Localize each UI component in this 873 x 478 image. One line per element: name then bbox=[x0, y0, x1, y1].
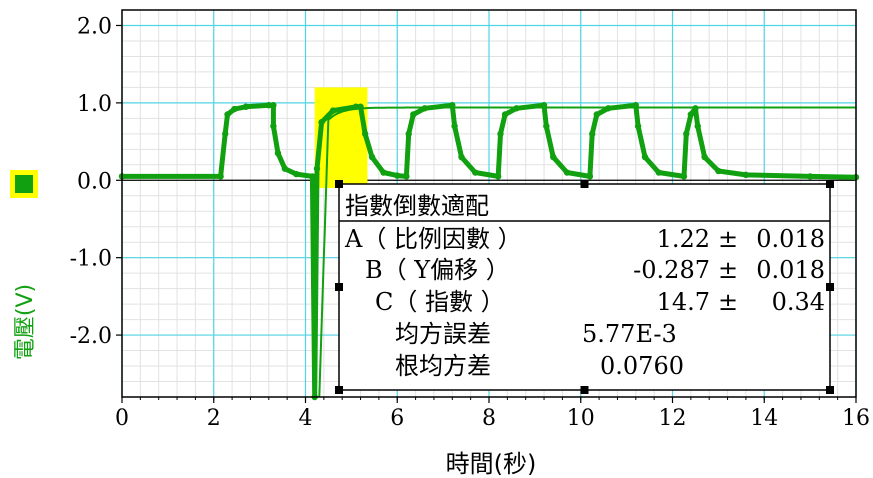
legend-marker-inner bbox=[15, 175, 33, 193]
annotation-resize-handles[interactable] bbox=[335, 180, 834, 394]
y-tick-label: 2.0 bbox=[77, 14, 112, 39]
data-series bbox=[118, 102, 860, 401]
x-tick-label: 0 bbox=[115, 406, 129, 431]
x-axis-label: 時間(秒) bbox=[446, 450, 537, 478]
fit-line bbox=[318, 106, 856, 398]
data-point bbox=[589, 130, 596, 138]
fit-curve bbox=[318, 106, 856, 398]
data-point bbox=[701, 153, 708, 161]
data-point bbox=[641, 153, 649, 161]
x-tick-label: 4 bbox=[299, 406, 313, 431]
resize-handle bbox=[826, 180, 834, 188]
y-axis: 2.0 1.0 0.0 -1.0 -2.0 bbox=[70, 14, 122, 349]
x-tick-label: 6 bbox=[390, 406, 404, 431]
param-c-pm: ± bbox=[718, 288, 738, 316]
x-tick-label: 14 bbox=[750, 406, 778, 431]
param-c-value: 14.7 bbox=[657, 288, 710, 316]
mse-label: 均方誤差 bbox=[395, 320, 491, 348]
annotation-border bbox=[338, 183, 831, 391]
x-tick-label: 8 bbox=[482, 406, 496, 431]
data-point bbox=[687, 111, 695, 118]
resize-handle bbox=[826, 386, 834, 394]
data-point bbox=[242, 103, 250, 110]
data-point bbox=[270, 122, 277, 130]
resize-handle bbox=[335, 180, 343, 188]
data-point bbox=[563, 169, 571, 176]
data-point bbox=[472, 169, 479, 176]
data-point bbox=[329, 107, 337, 114]
data-point bbox=[313, 165, 321, 172]
param-a-pm: ± bbox=[718, 225, 738, 253]
data-point bbox=[715, 167, 722, 175]
y-tick-label: 1.0 bbox=[77, 92, 112, 117]
data-point bbox=[368, 153, 376, 161]
x-tick-label: 12 bbox=[659, 406, 687, 431]
param-b-pm: ± bbox=[718, 256, 738, 284]
data-point bbox=[806, 173, 814, 180]
highlight-region bbox=[314, 87, 368, 189]
y-tick-label: -2.0 bbox=[70, 324, 112, 349]
data-point bbox=[501, 111, 509, 118]
resize-handle bbox=[335, 283, 343, 291]
param-b-value: -0.287 bbox=[633, 256, 710, 284]
param-a-err: 0.018 bbox=[756, 225, 825, 253]
mse-value: 5.77E-3 bbox=[582, 320, 677, 348]
data-point bbox=[655, 169, 662, 176]
data-point bbox=[281, 165, 289, 172]
data-point bbox=[293, 170, 300, 178]
data-point bbox=[394, 172, 401, 179]
data-point bbox=[458, 153, 465, 161]
param-b-err: 0.018 bbox=[756, 256, 825, 284]
rmse-value: 0.0760 bbox=[600, 352, 684, 380]
resize-handle bbox=[580, 180, 589, 188]
y-tick-label: -1.0 bbox=[70, 247, 112, 272]
data-point bbox=[593, 111, 601, 118]
param-c-label: C（ 指數 ） bbox=[375, 288, 505, 316]
data-point bbox=[224, 111, 231, 118]
data-point bbox=[380, 169, 387, 176]
fit-annotation-box[interactable]: 指數倒數適配 A（ 比例因數 ） 1.22 ± 0.018 B（ Y偏移 ） -… bbox=[335, 180, 834, 394]
rmse-label: 根均方差 bbox=[395, 352, 491, 380]
param-a-label: A（ 比例因數 ） bbox=[344, 225, 522, 253]
selection-highlight[interactable] bbox=[314, 87, 368, 189]
resize-handle bbox=[826, 283, 834, 291]
data-point bbox=[274, 149, 282, 157]
data-point bbox=[222, 130, 229, 138]
data-point bbox=[543, 122, 550, 130]
y-tick-label: 0.0 bbox=[77, 169, 112, 194]
data-point bbox=[497, 130, 504, 138]
annotation-title: 指數倒數適配 bbox=[345, 192, 489, 220]
data-point bbox=[683, 130, 690, 138]
data-point bbox=[451, 122, 458, 130]
param-a-value: 1.22 bbox=[657, 225, 710, 253]
data-point bbox=[494, 173, 502, 180]
data-point bbox=[550, 153, 557, 161]
resize-handle bbox=[580, 386, 589, 394]
data-point bbox=[309, 173, 316, 180]
data-point bbox=[680, 173, 688, 180]
resize-handle bbox=[335, 386, 343, 394]
x-tick-label: 16 bbox=[842, 406, 870, 431]
x-axis: 0 2 4 6 8 10 12 14 16 bbox=[115, 397, 870, 431]
param-b-label: B（ Y偏移 ） bbox=[365, 256, 510, 284]
data-point bbox=[270, 102, 277, 109]
data-point bbox=[318, 119, 325, 126]
data-point bbox=[634, 122, 642, 130]
x-tick-label: 2 bbox=[207, 406, 221, 431]
data-point bbox=[217, 173, 224, 180]
data-point bbox=[265, 102, 272, 109]
param-c-err: 0.34 bbox=[772, 288, 825, 316]
data-point bbox=[586, 173, 594, 180]
data-point bbox=[694, 122, 701, 130]
x-tick-label: 10 bbox=[567, 406, 595, 431]
data-point bbox=[742, 171, 750, 179]
y-axis-label: 電壓(V) bbox=[13, 284, 38, 360]
data-point bbox=[405, 130, 412, 138]
data-point bbox=[231, 105, 238, 113]
data-point bbox=[403, 173, 410, 180]
data-point bbox=[361, 130, 369, 138]
data-point bbox=[410, 111, 417, 118]
